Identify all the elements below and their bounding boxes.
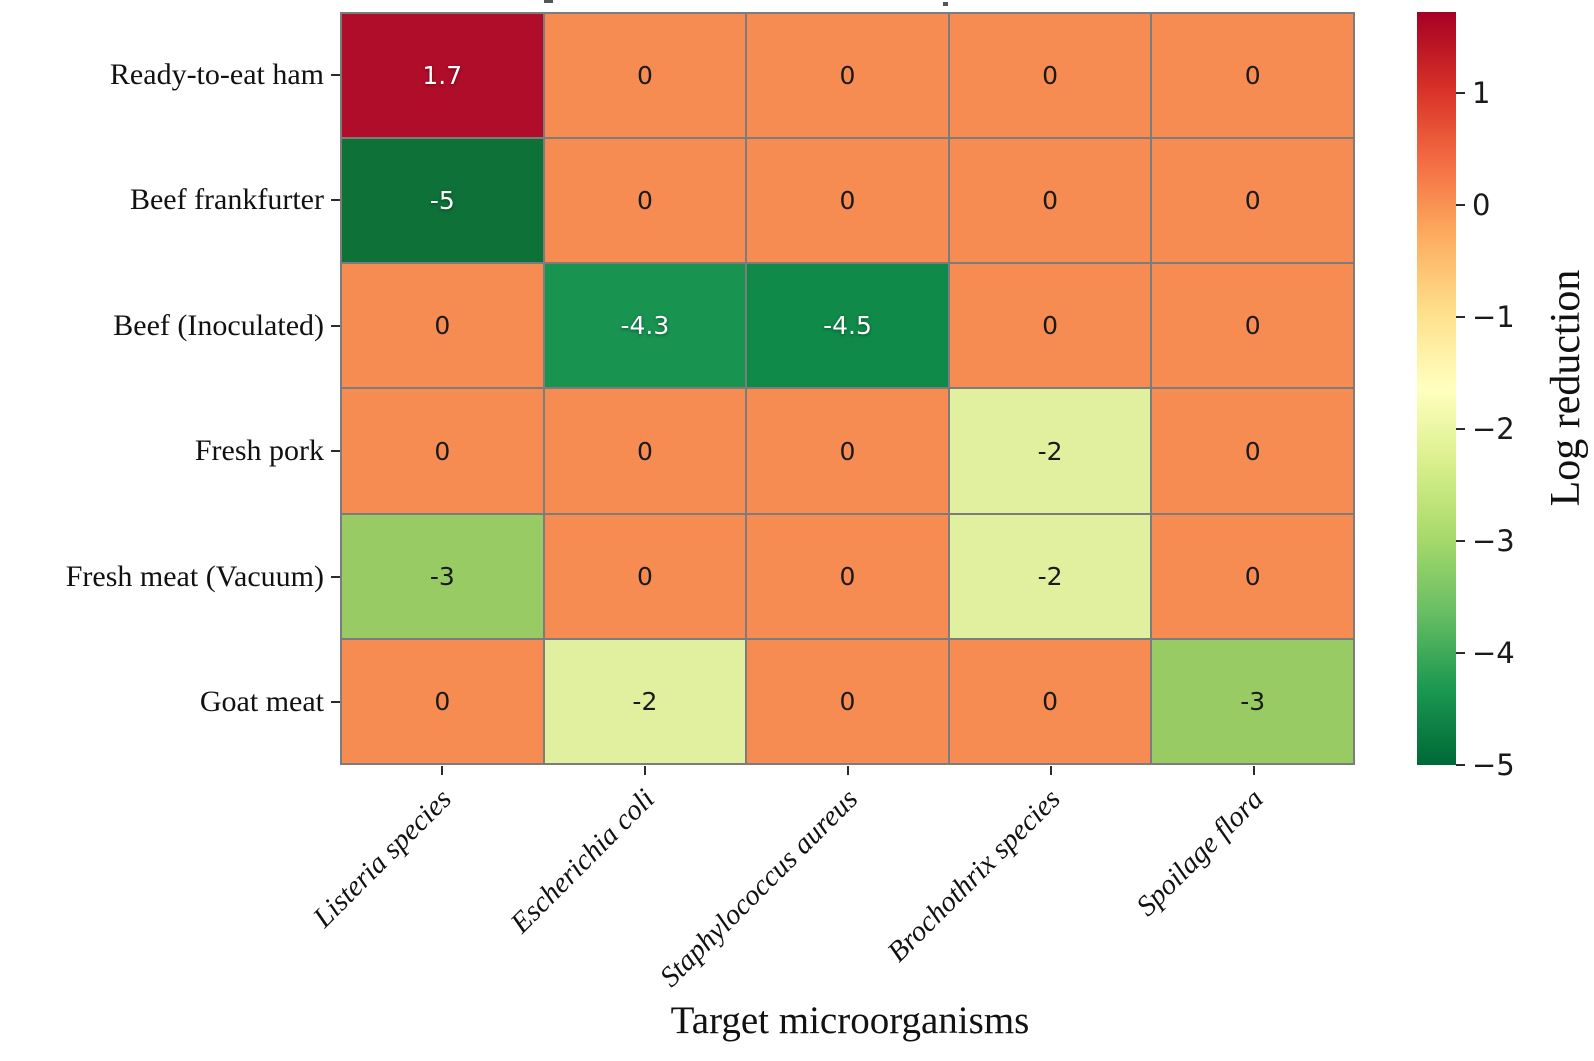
cropped-title-mark xyxy=(544,0,553,3)
heatmap-cell: 0 xyxy=(1152,514,1353,638)
x-tick-mark xyxy=(1049,766,1052,775)
heatmap-cell: -2 xyxy=(949,389,1151,513)
heatmap-cell: 0 xyxy=(747,639,948,763)
heatmap-cell: 0 xyxy=(544,14,746,138)
y-tick-mark xyxy=(331,324,340,327)
colorbar-tick-mark xyxy=(1456,651,1465,654)
column-label: Escherichia coli xyxy=(504,783,662,940)
heatmap-cell: -4.5 xyxy=(747,264,948,388)
x-tick-mark xyxy=(440,766,443,775)
colorbar-tick-value: 0 xyxy=(1472,187,1491,222)
heatmap-cell: 1.7 xyxy=(342,14,543,138)
row-label: Ready-to-eat ham xyxy=(109,57,324,91)
column-label: Brochothrix species xyxy=(881,783,1068,969)
heatmap-cell: -2 xyxy=(544,639,746,763)
colorbar-tick-value: −3 xyxy=(1472,523,1515,558)
colorbar-tick-mark xyxy=(1456,315,1465,318)
heatmap-cell: 0 xyxy=(342,264,543,388)
x-tick-mark xyxy=(643,766,646,775)
colorbar-tick-mark xyxy=(1456,427,1465,430)
x-axis-title: Target microorganisms xyxy=(670,999,1030,1042)
heatmap-cell: 0 xyxy=(544,389,746,513)
heatmap-cell: 0 xyxy=(949,14,1151,138)
heatmap-cell: 0 xyxy=(342,639,543,763)
colorbar-tick-value: 1 xyxy=(1472,75,1491,110)
x-tick-mark xyxy=(1252,766,1255,775)
heatmap-cell: 0 xyxy=(747,14,948,138)
column-label: Spoilage flora xyxy=(1130,783,1271,923)
y-tick-mark xyxy=(331,450,340,453)
row-label: Beef frankfurter xyxy=(129,183,324,217)
heatmap-cell: 0 xyxy=(1152,389,1353,513)
colorbar-tick-value: −5 xyxy=(1472,748,1515,782)
column-label: Listeria species xyxy=(307,783,459,934)
colorbar-tick-value: −1 xyxy=(1472,299,1515,334)
colorbar-tick-mark xyxy=(1456,764,1465,766)
heatmap-cell: 0 xyxy=(544,139,746,263)
y-tick-mark xyxy=(331,701,340,704)
colorbar-tick-value: −4 xyxy=(1472,635,1515,670)
colorbar-tick-mark xyxy=(1456,539,1465,542)
y-tick-mark xyxy=(331,199,340,202)
colorbar-title: Log reduction xyxy=(1543,269,1589,507)
colorbar-gradient xyxy=(1417,12,1456,765)
row-label: Goat meat xyxy=(199,685,324,719)
y-tick-mark xyxy=(331,73,340,76)
heatmap-cell: 0 xyxy=(747,139,948,263)
heatmap-cell: 0 xyxy=(1152,264,1353,388)
colorbar-tick-value: −2 xyxy=(1472,411,1515,446)
cropped-title-mark xyxy=(943,2,948,6)
row-label: Beef (Inoculated) xyxy=(113,308,324,342)
heatmap-cell: -4.3 xyxy=(544,264,746,388)
heatmap-cell: 0 xyxy=(949,139,1151,263)
heatmap-cell: 0 xyxy=(544,514,746,638)
heatmap-cell: -2 xyxy=(949,514,1151,638)
heatmap-cell: 0 xyxy=(747,389,948,513)
heatmap-cell: 0 xyxy=(1152,139,1353,263)
row-label: Fresh meat (Vacuum) xyxy=(65,559,324,593)
heatmap-cell: 0 xyxy=(949,264,1151,388)
column-label: Staphylococcus aureus xyxy=(653,783,865,994)
colorbar-tick-mark xyxy=(1456,91,1465,94)
y-tick-mark xyxy=(331,575,340,578)
heatmap-cell: 0 xyxy=(747,514,948,638)
heatmap-cell: -5 xyxy=(342,139,543,263)
x-tick-mark xyxy=(846,766,849,775)
heatmap-cell: -3 xyxy=(342,514,543,638)
heatmap-cell: -3 xyxy=(1152,639,1353,763)
heatmap-grid: 1.7 0 0 0 0 -5 0 0 0 0 0 -4.3 -4.5 0 0 0 0 0 -2 0 -3 0 0 -2 0 0 -2… xyxy=(340,12,1355,765)
heatmap-cell: 0 xyxy=(1152,14,1353,138)
heatmap-cell: 0 xyxy=(342,389,543,513)
heatmap-cell: 0 xyxy=(949,639,1151,763)
colorbar-tick-mark xyxy=(1456,203,1465,206)
row-label: Fresh pork xyxy=(194,434,324,468)
